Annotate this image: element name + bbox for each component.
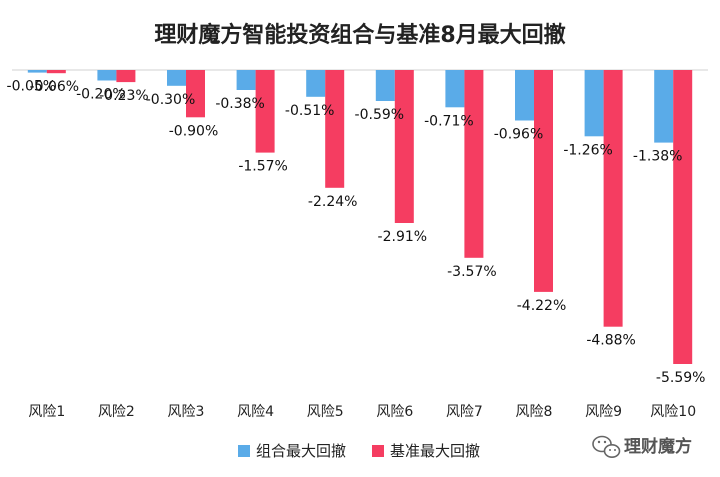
bars-layer <box>27 70 693 364</box>
data-label-benchmark-1: -0.06% <box>30 79 80 95</box>
bar-portfolio-8 <box>515 70 534 121</box>
bar-benchmark-10 <box>673 70 693 364</box>
data-labels-layer: -0.05%-0.06%-0.20%-0.23%-0.30% -0.90% -0.3… <box>7 79 706 386</box>
bar-portfolio-3 <box>167 70 186 86</box>
category-label-10: 风险10 <box>650 404 696 420</box>
bar-portfolio-10 <box>654 70 674 143</box>
data-label-benchmark-9: -4.88% <box>586 333 636 349</box>
data-label-portfolio-1: -0.05% <box>7 79 57 95</box>
data-label-benchmark-4: -1.57% <box>238 159 288 175</box>
data-label-benchmark-6: -2.91% <box>378 229 428 245</box>
category-label-9: 风险9 <box>585 404 622 420</box>
data-label-benchmark-8: -4.22% <box>517 298 567 314</box>
category-label-7: 风险7 <box>446 404 483 420</box>
chart-title: 理财魔方智能投资组合与基准8月最大回撤 <box>154 22 565 48</box>
bar-benchmark-8 <box>534 70 553 292</box>
data-label-portfolio-7: -0.71% <box>424 113 474 129</box>
data-label-portfolio-9: -1.26% <box>563 142 613 158</box>
legend-swatch-portfolio <box>238 445 250 457</box>
bar-benchmark-6 <box>394 70 414 223</box>
wechat-icon <box>592 435 621 458</box>
bar-benchmark-1 <box>46 70 66 74</box>
data-label-portfolio-5: -0.51% <box>285 103 335 119</box>
category-label-2: 风险2 <box>98 404 135 420</box>
bar-benchmark-7 <box>464 70 484 258</box>
bar-benchmark-4 <box>255 70 275 153</box>
category-label-4: 风险4 <box>237 404 274 420</box>
bar-benchmark-3 <box>186 70 205 118</box>
category-label-3: 风险3 <box>168 404 205 420</box>
data-label-benchmark-7: -3.57% <box>447 264 497 280</box>
category-labels-layer: 风险1 风险2 风险3 风险4 风险5 风险6 风险7 风险8 风险9 风险10 <box>28 404 696 420</box>
bar-portfolio-6 <box>375 70 395 101</box>
data-label-benchmark-5: -2.24% <box>308 194 358 210</box>
data-label-portfolio-8: -0.96% <box>494 127 544 143</box>
category-label-5: 风险5 <box>307 404 344 420</box>
bar-portfolio-9 <box>584 70 604 137</box>
bar-portfolio-1 <box>27 70 47 73</box>
watermark: 理财魔方 <box>592 435 692 458</box>
legend: 组合最大回撤 基准最大回撤 <box>238 442 480 460</box>
category-label-1: 风险1 <box>28 404 65 420</box>
data-label-portfolio-3: -0.30% <box>146 92 196 108</box>
data-label-benchmark-3: -0.90% <box>169 123 219 139</box>
legend-label-benchmark: 基准最大回撤 <box>390 442 480 460</box>
data-label-portfolio-4: -0.38% <box>215 96 265 112</box>
data-label-portfolio-6: -0.59% <box>355 107 405 123</box>
bar-benchmark-5 <box>325 70 345 188</box>
data-label-portfolio-2: -0.20% <box>76 87 126 103</box>
legend-swatch-benchmark <box>372 445 384 457</box>
data-label-portfolio-10: -1.38% <box>633 149 683 165</box>
bar-portfolio-2 <box>97 70 117 81</box>
watermark-text: 理财魔方 <box>624 436 692 457</box>
bar-portfolio-4 <box>236 70 256 90</box>
bar-benchmark-2 <box>116 70 136 83</box>
data-label-benchmark-2: -0.23% <box>99 88 149 104</box>
legend-label-portfolio: 组合最大回撤 <box>256 442 346 460</box>
category-label-6: 风险6 <box>376 404 413 420</box>
bar-portfolio-7 <box>445 70 465 108</box>
bar-benchmark-9 <box>603 70 623 327</box>
bar-portfolio-5 <box>306 70 326 97</box>
category-label-8: 风险8 <box>516 404 553 420</box>
data-label-benchmark-10: -5.59% <box>656 370 706 386</box>
